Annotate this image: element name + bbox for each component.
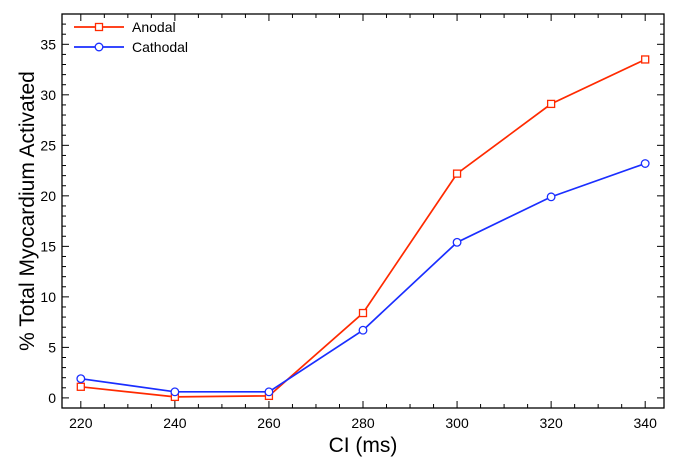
legend-marker-cathodal xyxy=(94,42,104,52)
data-point-anodal xyxy=(358,308,368,318)
y-tick-label: 30 xyxy=(40,87,56,103)
legend: Anodal Cathodal xyxy=(74,19,188,55)
data-point-cathodal xyxy=(358,325,368,335)
legend-marker-anodal xyxy=(94,22,104,32)
tick-group: 220 240 260 280 300 320 340 0 5 10 15 20 25 30 35 xyxy=(40,14,664,431)
data-point-cathodal xyxy=(640,159,650,168)
x-tick-label: 260 xyxy=(257,415,281,431)
plot-frame xyxy=(61,13,665,409)
y-tick-label: 35 xyxy=(40,36,56,52)
y-tick-label: 10 xyxy=(40,289,56,305)
data-point-anodal xyxy=(641,55,650,64)
series-group xyxy=(76,55,650,402)
data-point-cathodal xyxy=(170,387,180,397)
data-point-anodal xyxy=(546,99,556,109)
data-point-cathodal xyxy=(264,387,274,397)
series-line-anodal xyxy=(80,58,646,398)
x-tick-label: 300 xyxy=(445,415,469,431)
legend-label-anodal: Anodal xyxy=(132,19,176,35)
x-tick-label: 340 xyxy=(634,415,658,431)
y-tick-label: 15 xyxy=(40,238,56,254)
data-point-cathodal xyxy=(452,237,462,247)
y-tick-label: 5 xyxy=(48,339,56,355)
legend-label-cathodal: Cathodal xyxy=(132,39,188,55)
x-tick-label: 240 xyxy=(163,415,187,431)
data-point-cathodal xyxy=(546,192,556,202)
x-axis-title: CI (ms) xyxy=(329,434,398,457)
y-tick-label: 20 xyxy=(40,188,56,204)
y-tick-label: 25 xyxy=(40,137,56,153)
x-tick-label: 220 xyxy=(69,415,93,431)
x-tick-label: 320 xyxy=(539,415,563,431)
y-tick-label: 0 xyxy=(48,390,56,406)
data-point-cathodal xyxy=(76,374,86,384)
data-point-anodal xyxy=(76,382,85,391)
y-axis-title: % Total Myocardium Activated xyxy=(16,71,39,351)
data-point-anodal xyxy=(452,169,462,178)
series-line-cathodal xyxy=(80,162,646,393)
x-tick-label: 280 xyxy=(351,415,375,431)
